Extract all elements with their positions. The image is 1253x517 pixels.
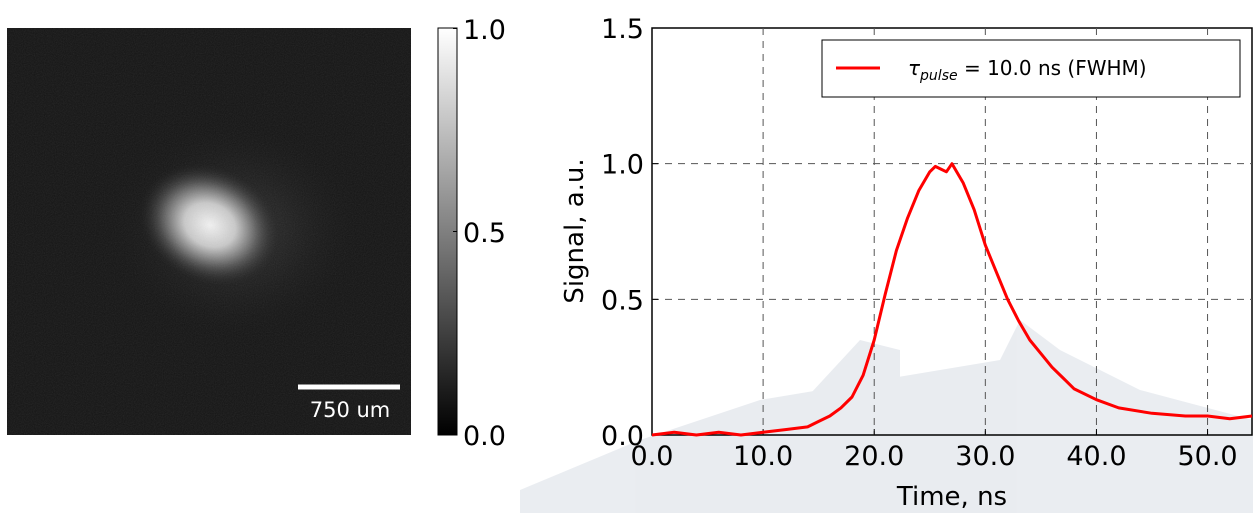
- legend-label: τpulse = 10.0 ns (FWHM): [908, 56, 1147, 84]
- y-tick-labels: 0.0 0.5 1.0 1.5: [601, 14, 644, 452]
- colorbar-tick-label-bottom: 0.0: [463, 421, 506, 452]
- legend-box: [821, 39, 1241, 98]
- colorbar-ticks: [453, 28, 457, 435]
- y-tick-label: 1.5: [601, 14, 644, 45]
- y-axis-label: Signal, a.u.: [560, 158, 590, 303]
- y-tick-label: 1.0: [601, 150, 644, 181]
- watermark-logo: [520, 320, 1253, 513]
- legend: τpulse = 10.0 ns (FWHM): [821, 39, 1241, 98]
- x-tick-labels: 0.0 10.0 20.0 30.0 40.0 50.0: [631, 441, 1238, 472]
- x-tick-label: 0.0: [631, 441, 674, 472]
- colorbar-tick-label-mid: 0.5: [463, 218, 506, 249]
- x-tick-label: 10.0: [733, 441, 793, 472]
- colorbar-tick-label-top: 1.0: [463, 15, 506, 46]
- series-line-0: [651, 162, 1253, 437]
- x-axis-label: Time, ns: [896, 482, 1007, 512]
- series: [651, 162, 1253, 437]
- x-tick-label: 30.0: [955, 441, 1015, 472]
- beam-image: [7, 28, 411, 435]
- y-tick-label: 0.5: [601, 285, 644, 316]
- x-tick-label: 40.0: [1066, 441, 1126, 472]
- scale-bar-label: 750 um: [310, 398, 391, 422]
- plot-frame: [651, 27, 1253, 436]
- y-tick-label: 0.0: [601, 421, 644, 452]
- x-tick-label: 50.0: [1177, 441, 1237, 472]
- x-tick-label: 20.0: [844, 441, 904, 472]
